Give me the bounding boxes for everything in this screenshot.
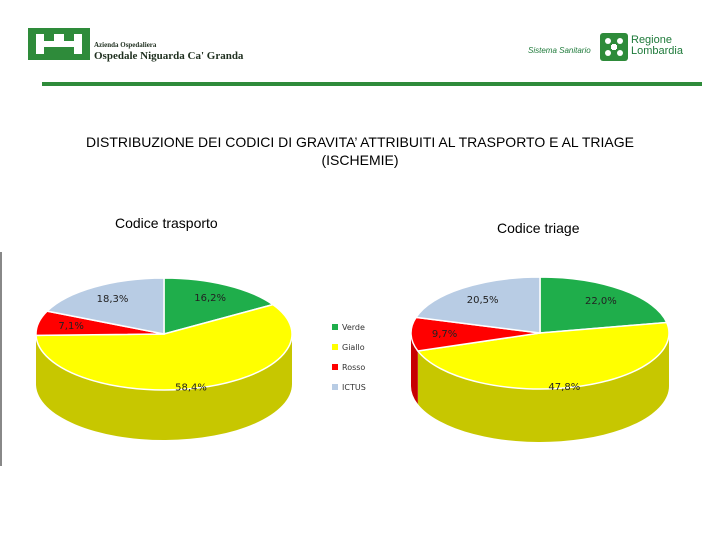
legend-label-rosso: Rosso bbox=[342, 363, 365, 372]
pie1-side-giallo bbox=[417, 333, 670, 443]
pie1-label-verde: 22,0% bbox=[585, 296, 617, 307]
niguarda-logo-icon bbox=[28, 28, 90, 60]
pie1-slice-ictus bbox=[414, 276, 541, 334]
page-title: DISTRIBUZIONE DEI CODICI DI GRAVITA’ ATT… bbox=[86, 134, 634, 168]
region-line1: Regione bbox=[631, 34, 672, 46]
legend-swatch-rosso bbox=[332, 364, 338, 370]
org-block: Azienda Ospedaliera Ospedale Niguarda Ca… bbox=[94, 41, 243, 63]
legend-label-verde: Verde bbox=[342, 323, 365, 332]
legend-swatch-verde bbox=[332, 324, 338, 330]
pie0-slice-ictus bbox=[45, 277, 165, 335]
pie0-label-rosso: 7,1% bbox=[58, 321, 83, 332]
sistema-sanitario-text: Sistema Sanitario bbox=[528, 46, 591, 55]
legend-label-ictus: ICTUS bbox=[342, 383, 366, 392]
pie1-label-ictus: 20,5% bbox=[467, 295, 499, 306]
header: Azienda Ospedaliera Ospedale Niguarda Ca… bbox=[0, 0, 720, 90]
pie1-slice-giallo bbox=[416, 321, 670, 390]
pie1-slice-verde bbox=[539, 276, 668, 334]
regione-lombardia-text: Regione Lombardia bbox=[631, 35, 683, 57]
pie0-label-giallo: 58,4% bbox=[175, 383, 207, 394]
pie0-slice-giallo bbox=[35, 303, 293, 391]
org-small-text: Azienda Ospedaliera bbox=[94, 41, 157, 49]
chart-title-triage: Codice triage bbox=[497, 220, 580, 236]
header-rule bbox=[42, 82, 702, 86]
pie0-slice-verde bbox=[163, 277, 275, 335]
legend-swatch-ictus bbox=[332, 384, 338, 390]
pie1-label-rosso: 9,7% bbox=[432, 329, 457, 340]
left-border-line bbox=[0, 252, 2, 466]
pie0-label-ictus: 18,3% bbox=[97, 294, 129, 305]
regione-lombardia-logo-icon bbox=[600, 33, 628, 61]
pie0-side-giallo bbox=[36, 334, 293, 440]
legend-label-giallo: Giallo bbox=[342, 343, 365, 352]
pie1-side-rosso bbox=[411, 333, 418, 404]
legend: Verde Giallo Rosso ICTUS bbox=[332, 323, 366, 392]
region-line2: Lombardia bbox=[631, 45, 683, 57]
legend-swatch-giallo bbox=[332, 344, 338, 350]
pie-triage: 22,0% 47,8% 9,7% 20,5% bbox=[410, 276, 670, 443]
chart-title-trasporto: Codice trasporto bbox=[115, 215, 218, 231]
pie-trasporto: 16,2% 58,4% 7,1% 18,3% bbox=[35, 277, 293, 440]
pie1-label-giallo: 47,8% bbox=[548, 382, 580, 393]
org-name: Ospedale Niguarda Ca' Granda bbox=[94, 50, 244, 62]
pie0-label-verde: 16,2% bbox=[194, 293, 226, 304]
